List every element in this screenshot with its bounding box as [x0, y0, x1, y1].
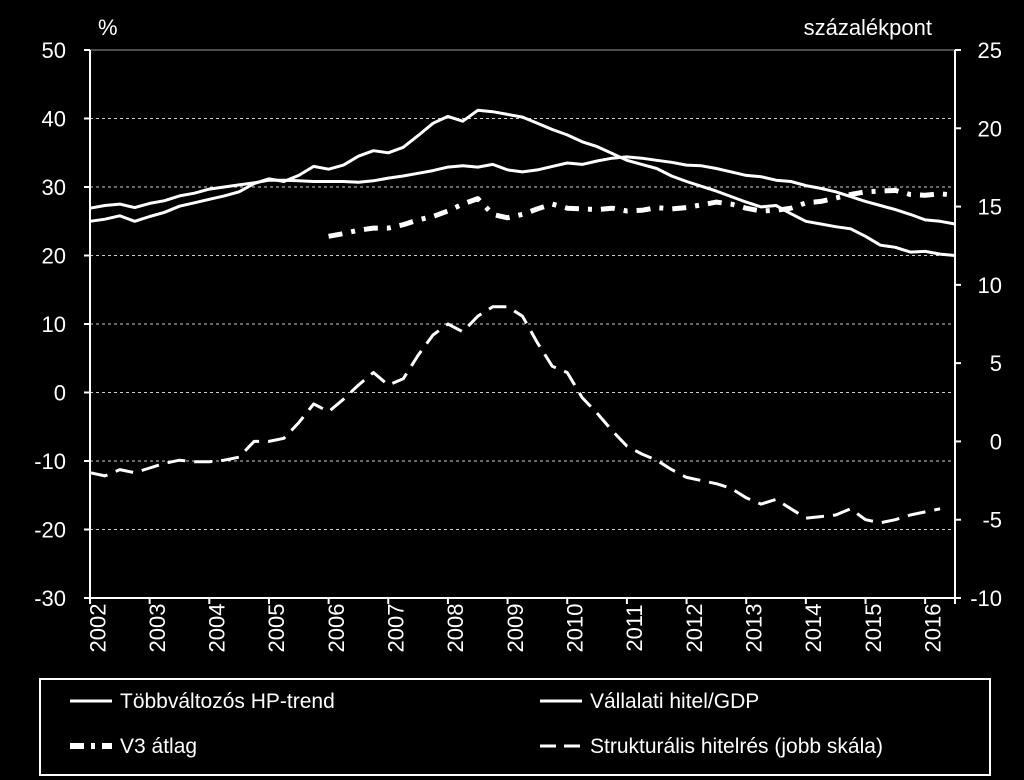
left-tick-label: 10	[42, 312, 66, 337]
x-tick-label: 2006	[324, 604, 349, 653]
legend-label-hp-trend: Többváltozós HP-trend	[120, 690, 335, 713]
x-tick-label: 2013	[741, 604, 766, 653]
left-tick-label: 50	[42, 38, 66, 63]
right-tick-label: 10	[978, 273, 1002, 298]
x-tick-label: 2007	[384, 604, 409, 653]
grid-lines	[90, 118, 955, 530]
right-tick-label: 5	[990, 351, 1002, 376]
x-tick-label: 2016	[920, 604, 945, 653]
series	[89, 108, 956, 525]
right-tick-label: -10	[970, 586, 1002, 611]
right-axis-unit: százalékpont	[804, 15, 932, 40]
legend-box	[39, 678, 991, 776]
left-tick-label: 30	[42, 175, 66, 200]
right-tick-label: -5	[982, 508, 1002, 533]
x-tick-label: 2010	[562, 604, 587, 653]
legend: Többváltozós HP-trend Vállalati hitel/GD…	[39, 678, 991, 776]
left-axis-ticks: 50 40 30 20 10 0 -10 -20 -30	[34, 38, 90, 611]
right-axis-ticks: 25 20 15 10 5 0 -5 -10	[955, 38, 1002, 611]
left-tick-label: -20	[34, 518, 66, 543]
series-structural-gap	[89, 305, 941, 525]
x-tick-label: 2005	[264, 604, 289, 653]
x-tick-label: 2002	[85, 604, 110, 653]
left-tick-label: 0	[54, 381, 66, 406]
axes	[89, 49, 956, 599]
right-tick-label: 15	[978, 195, 1002, 220]
x-tick-label: 2014	[801, 604, 826, 653]
series-v3-average	[328, 187, 956, 239]
x-axis-ticks: 2002 2003 2004 2005 2006 2007 2008 2009 2010 2011…	[85, 598, 956, 653]
left-tick-label: 40	[42, 107, 66, 132]
x-tick-label: 2003	[145, 604, 170, 653]
x-tick-label: 2011	[622, 604, 647, 651]
right-tick-label: 0	[990, 429, 1002, 454]
series-hp-trend	[89, 155, 956, 226]
x-tick-label: 2008	[443, 604, 468, 653]
left-axis-unit: %	[98, 15, 118, 40]
legend-label-loan-gdp: Vállalati hitel/GDP	[590, 690, 759, 713]
x-tick-label: 2012	[682, 604, 707, 653]
left-tick-label: -10	[34, 449, 66, 474]
x-tick-label: 2004	[205, 604, 230, 653]
right-tick-label: 25	[978, 38, 1002, 63]
x-tick-label: 2015	[861, 604, 886, 653]
x-tick-label: 2009	[503, 604, 528, 653]
series-loan-gdp	[89, 108, 956, 257]
left-tick-label: 20	[42, 244, 66, 269]
right-tick-label: 20	[978, 116, 1002, 141]
legend-label-structural-gap: Strukturális hitelrés (jobb skála)	[590, 735, 883, 758]
legend-label-v3: V3 átlag	[120, 735, 197, 758]
left-tick-label: -30	[34, 586, 66, 611]
